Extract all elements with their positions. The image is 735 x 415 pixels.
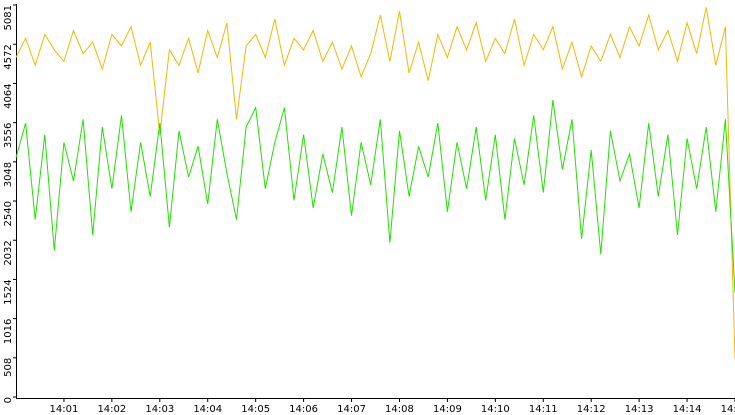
y-tick-label: 2032 — [3, 240, 14, 265]
x-tick-label: 14:02 — [97, 404, 126, 415]
x-tick-label: 14:14 — [673, 404, 702, 415]
y-tick-label: 5081 — [3, 5, 14, 30]
y-tick-label: 4064 — [3, 83, 14, 108]
x-tick-label: 14:13 — [625, 404, 654, 415]
series-line — [15, 7, 735, 359]
y-tick-label: 508 — [3, 358, 14, 377]
y-tick-label: 4572 — [3, 44, 14, 69]
x-tick-label: 14:01 — [50, 404, 79, 415]
x-tick-label: 14:09 — [433, 404, 462, 415]
x-tick-label: 14:05 — [241, 404, 270, 415]
series-line — [15, 99, 735, 293]
x-tick-label: 14:15 — [721, 404, 735, 415]
x-tick-label: 14:11 — [529, 404, 558, 415]
x-tick-label: 14:12 — [577, 404, 606, 415]
x-tick-label: 14:08 — [385, 404, 414, 415]
x-tick-label: 14:07 — [337, 404, 366, 415]
x-tick-label: 14:06 — [289, 404, 318, 415]
x-tick-label: 14:03 — [145, 404, 174, 415]
y-tick-label: 0 — [3, 397, 14, 403]
y-tick-label: 1016 — [3, 319, 14, 344]
y-tick-label: 2540 — [3, 201, 14, 226]
x-tick-label: 14:04 — [193, 404, 222, 415]
y-tick-label: 3048 — [3, 162, 14, 187]
x-tick-label: 14:10 — [481, 404, 510, 415]
y-tick-label: 3556 — [3, 123, 14, 148]
y-tick-label: 1524 — [3, 279, 14, 304]
